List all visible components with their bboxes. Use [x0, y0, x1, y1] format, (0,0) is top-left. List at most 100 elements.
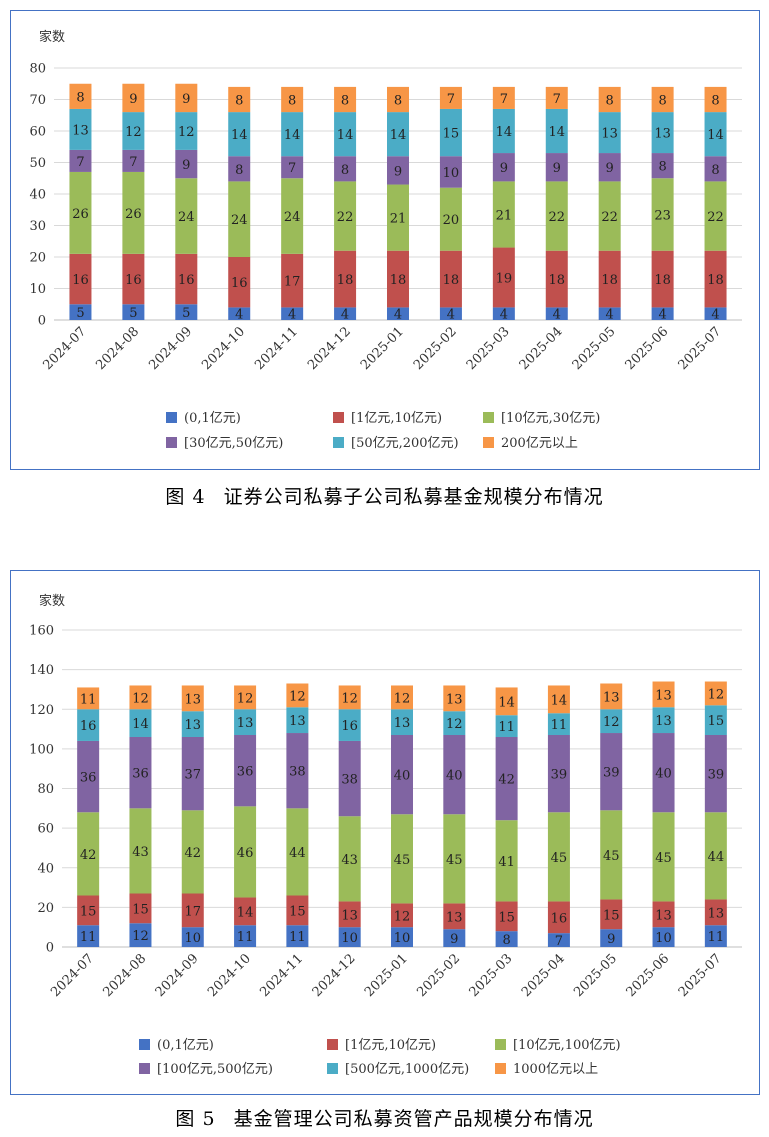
bar-segment	[286, 895, 309, 926]
data-label: 14	[337, 128, 354, 143]
bar-segment	[495, 736, 518, 821]
x-tick-label: 2025-05	[570, 324, 619, 373]
bar-segment	[651, 112, 674, 154]
data-label: 18	[654, 273, 671, 288]
x-tick-label: 2025-05	[571, 951, 620, 1000]
bar-segment	[443, 711, 466, 736]
data-label: 8	[288, 94, 296, 109]
data-label: 12	[178, 125, 195, 140]
data-label: 9	[182, 158, 190, 173]
data-label: 39	[603, 766, 620, 781]
bar-segment	[338, 816, 361, 902]
bar-segment	[286, 808, 309, 896]
y-tick-label: 0	[46, 941, 54, 956]
data-label: 13	[655, 688, 672, 703]
data-label: 10	[341, 931, 358, 946]
data-label: 37	[184, 768, 201, 783]
data-label: 5	[76, 306, 84, 321]
bar-segment	[545, 181, 568, 251]
bar-segment	[69, 253, 92, 305]
bar-segment	[334, 181, 357, 251]
bar-segment	[234, 806, 257, 898]
data-label: 36	[237, 765, 254, 780]
data-label: 39	[551, 768, 568, 783]
data-label: 12	[289, 689, 306, 704]
y-tick-label: 140	[29, 663, 54, 678]
bar-segment	[69, 171, 92, 254]
bar-segment	[77, 925, 100, 947]
bar-segment	[175, 83, 198, 113]
data-label: 8	[502, 933, 510, 948]
chart-securities-private-funds: 家数 0 10 20 30 40 50 60 70 80 5 16 26 7 13 8 2024-07 5 16 26…	[10, 10, 760, 470]
y-axis-title: 家数	[39, 593, 65, 609]
bar-segment	[77, 709, 100, 741]
bar-segment	[122, 304, 145, 320]
bar-segment	[77, 895, 100, 926]
chart-svg: 家数0204060801001201401601115423616112024-…	[29, 593, 742, 1077]
bar-segment	[175, 178, 198, 254]
bar-segment	[234, 709, 257, 736]
bar-segment	[495, 687, 518, 716]
bar-segment	[129, 808, 152, 894]
x-tick-label: 2024-10	[199, 324, 248, 373]
x-tick-label: 2024-07	[40, 324, 89, 373]
data-label: 7	[553, 92, 561, 107]
bar-segment	[338, 740, 361, 817]
bar-segment	[652, 812, 675, 902]
bar-segment	[547, 713, 570, 736]
bar-segment	[492, 247, 515, 308]
bar-segment	[228, 257, 251, 308]
legend-label: (0,1亿元)	[184, 411, 241, 426]
chart-svg: 家数 0 10 20 30 40 50 60 70 80 5 16 26 7 13 8 2024-07 5 16 26…	[29, 29, 742, 451]
x-tick-label: 2024-07	[48, 951, 97, 1000]
bar-segment	[387, 250, 409, 308]
bar-segment	[651, 178, 674, 251]
bar-segment	[598, 181, 621, 251]
bar-segment	[600, 733, 623, 811]
data-label: 23	[654, 208, 671, 223]
bar-segment	[281, 86, 304, 113]
bar-segment	[652, 927, 675, 947]
y-tick-label: 30	[29, 219, 46, 234]
data-label: 13	[184, 692, 201, 707]
data-label: 7	[129, 155, 137, 170]
data-label: 42	[184, 846, 201, 861]
data-label: 4	[447, 308, 455, 323]
data-label: 11	[498, 720, 515, 735]
bar-segment	[439, 86, 462, 109]
bar-segment	[495, 820, 518, 902]
data-label: 11	[80, 930, 97, 945]
bar-segment	[338, 709, 361, 741]
figure-number: 图 5	[175, 1108, 216, 1130]
bar-segment	[77, 740, 100, 813]
data-label: 24	[178, 210, 195, 225]
bar-segment	[547, 933, 570, 947]
data-label: 13	[708, 906, 725, 921]
data-label: 15	[289, 904, 306, 919]
data-label: 44	[289, 846, 306, 861]
data-label: 8	[341, 94, 349, 109]
bar-segment	[492, 108, 515, 154]
data-label: 42	[80, 848, 97, 863]
data-label: 45	[551, 851, 568, 866]
bar-segment	[495, 901, 518, 932]
bar-segment	[600, 683, 623, 710]
bar-segment	[439, 108, 462, 157]
bar-segment	[545, 108, 568, 154]
figure-number: 图 4	[165, 486, 206, 508]
data-label: 13	[655, 908, 672, 923]
bar-segment	[286, 925, 309, 947]
data-label: 14	[548, 125, 565, 140]
bar-segment	[652, 707, 675, 734]
bar-segment	[387, 156, 409, 185]
data-label: 43	[341, 853, 358, 868]
legend-label: 1000亿元以上	[513, 1062, 598, 1077]
figure-caption: 图 4 证券公司私募子公司私募基金规模分布情况	[0, 482, 769, 509]
bar-segment	[234, 685, 257, 710]
bar-segment	[281, 307, 304, 320]
data-label: 10	[184, 931, 201, 946]
bar-segment	[181, 711, 204, 737]
bar-segment	[704, 899, 727, 926]
data-label: 8	[235, 163, 243, 178]
data-label: 9	[607, 932, 615, 947]
